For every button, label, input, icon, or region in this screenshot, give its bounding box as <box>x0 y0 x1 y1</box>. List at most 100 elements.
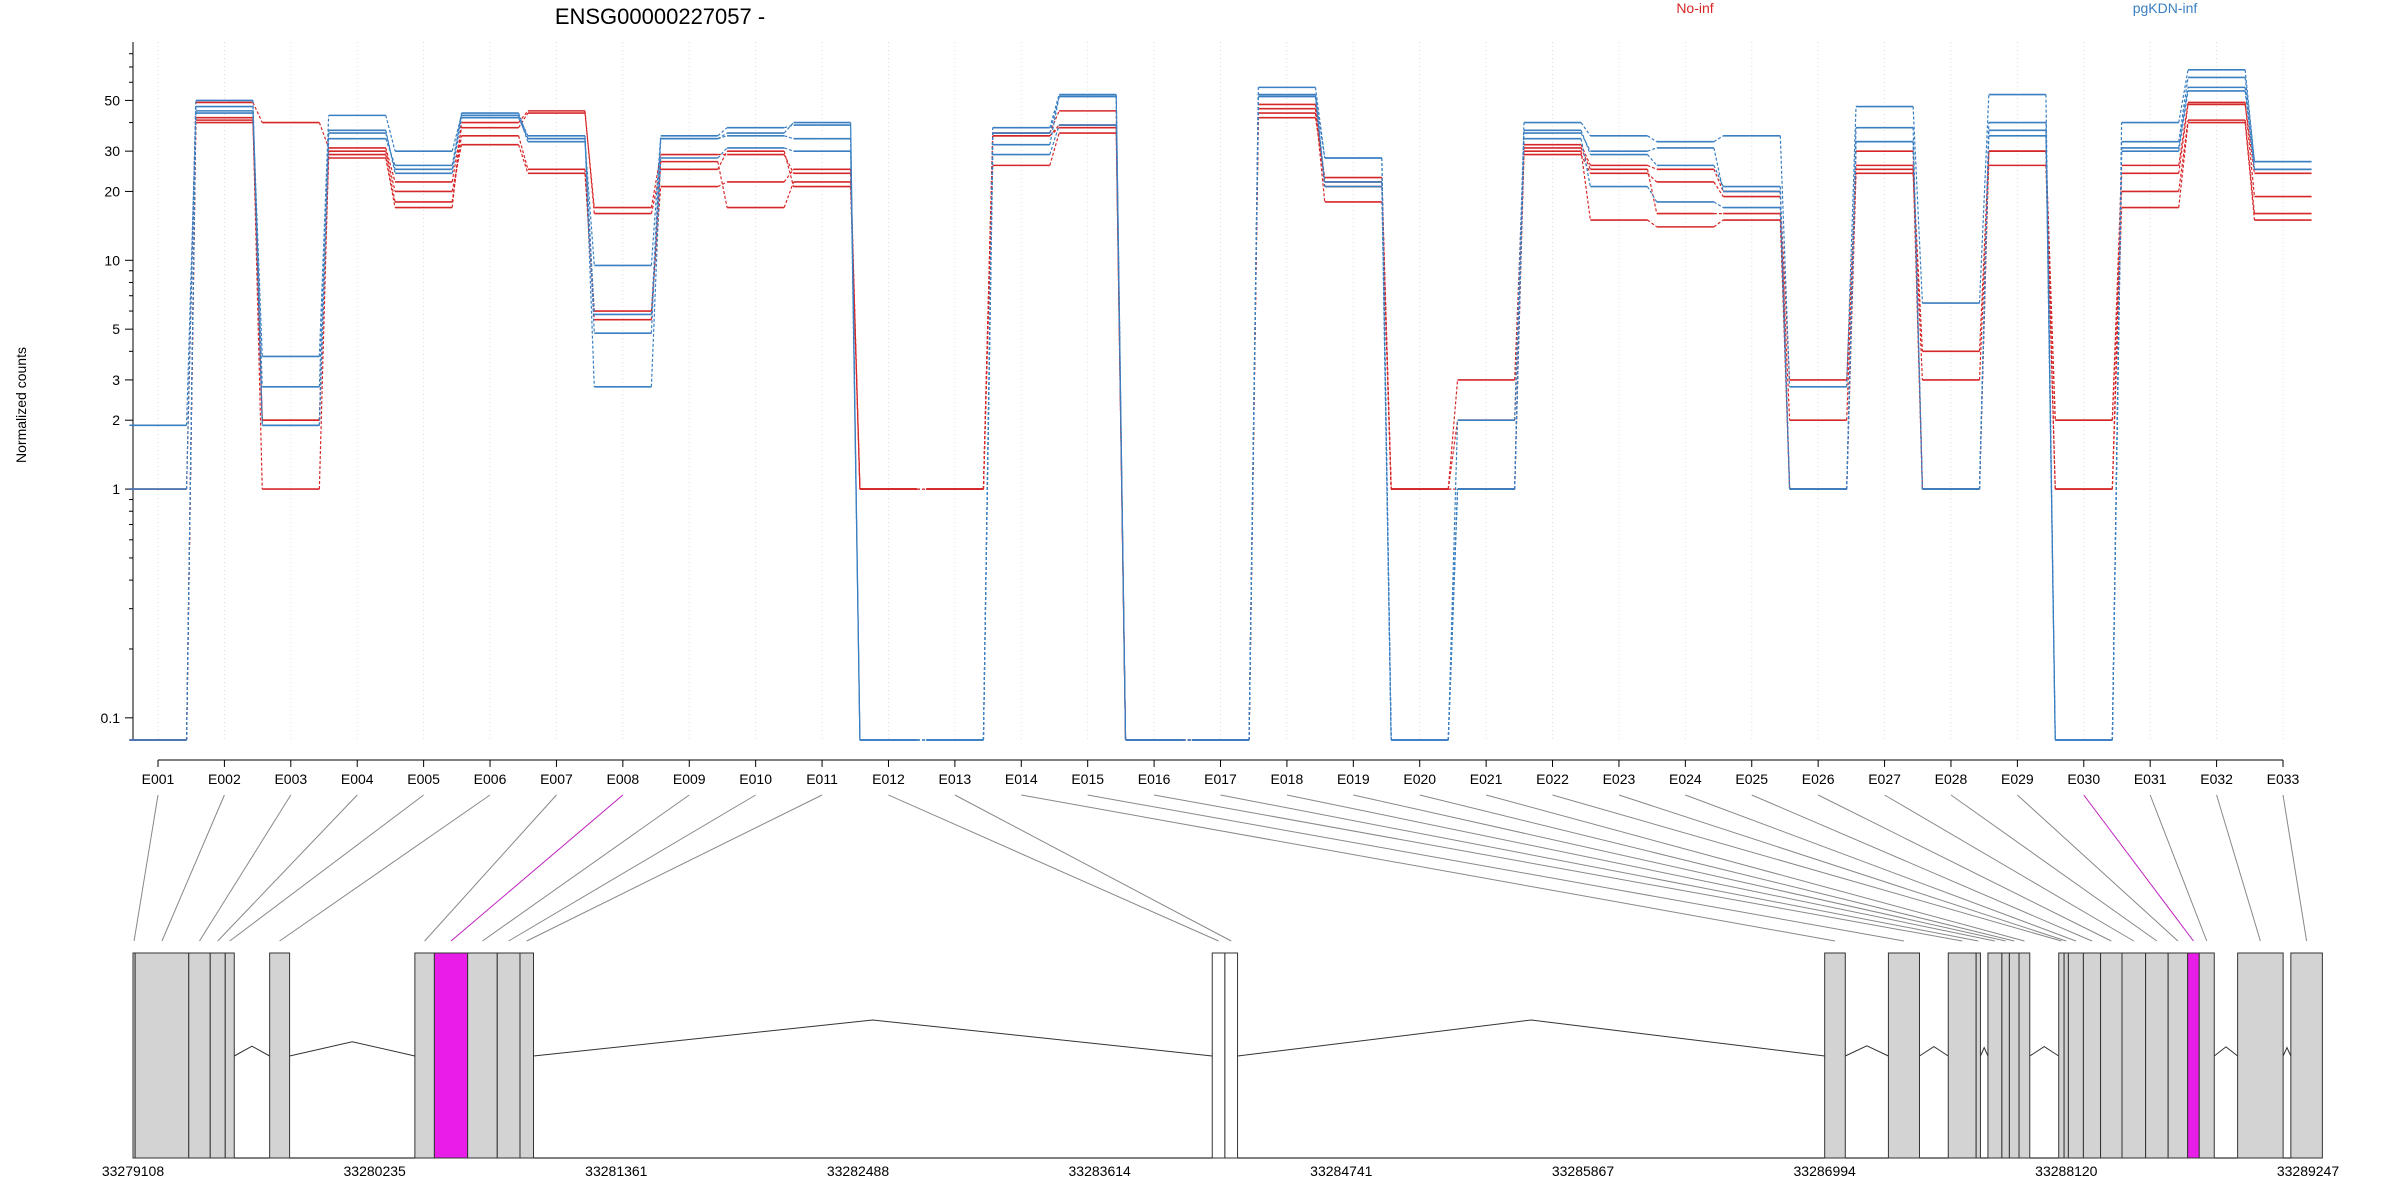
x-tick-label: E014 <box>1005 771 1038 787</box>
series-connector <box>1978 151 1990 352</box>
series-connector <box>1846 106 1857 387</box>
exon-E017 <box>1975 952 1981 1159</box>
x-tick-label: E016 <box>1138 771 1171 787</box>
exon-E024 <box>2067 952 2084 1159</box>
series-connector <box>2045 135 2056 741</box>
exon-E025 <box>2082 952 2102 1159</box>
exon-E006 <box>269 952 291 1159</box>
connector-E005 <box>229 794 424 942</box>
series-connector <box>1447 489 1459 741</box>
exon-E009 <box>467 952 498 1159</box>
series-connector <box>1912 173 1924 380</box>
x-tick-label: E020 <box>1403 771 1436 787</box>
series-connector <box>1779 135 1791 387</box>
y-tick-label: 30 <box>104 143 120 159</box>
x-tick-label: E006 <box>474 771 507 787</box>
connector-E013 <box>954 794 1232 942</box>
series-connector <box>1646 186 1658 203</box>
connector-E006 <box>279 794 491 942</box>
connector-E012 <box>888 794 1219 942</box>
chart-title: ENSG00000227057 - <box>555 4 765 29</box>
series-connector <box>2178 77 2189 142</box>
exon-connectors <box>133 794 2308 942</box>
coordinate-label: 33280235 <box>344 1163 407 1179</box>
series-connector <box>982 133 994 741</box>
series-connector <box>717 147 728 159</box>
series-connector <box>584 138 595 315</box>
series-connector <box>451 113 463 170</box>
series-connector <box>2244 122 2256 221</box>
connector-E019 <box>1353 794 2006 942</box>
connector-E020 <box>1419 794 2015 942</box>
coordinate-label: 33288120 <box>2035 1163 2098 1179</box>
x-tick-label: E017 <box>1204 771 1237 787</box>
coordinate-label: 33286994 <box>1794 1163 1857 1179</box>
exon-E003 <box>188 952 211 1159</box>
series-connector <box>1049 124 1060 155</box>
connector-E007 <box>424 794 557 942</box>
x-tick-label: E009 <box>673 771 706 787</box>
series-connector <box>717 150 728 170</box>
intron-line <box>289 1041 415 1057</box>
series-connector <box>584 110 595 214</box>
series-connector <box>1514 133 1525 490</box>
series-connector <box>1049 110 1060 134</box>
series-connector <box>850 169 861 490</box>
connector-E008 <box>450 794 624 942</box>
x-tick-label: E005 <box>407 771 440 787</box>
series-connector <box>584 173 595 312</box>
coordinate-label: 33285867 <box>1552 1163 1615 1179</box>
series-connector <box>584 135 595 387</box>
series-connector <box>2178 87 2189 148</box>
series-connector <box>1912 141 1924 490</box>
connector-E018 <box>1286 794 1996 942</box>
intron-line <box>1237 1019 1825 1057</box>
series-connector <box>385 154 396 203</box>
series-pgKDN-inf <box>129 76 2312 741</box>
connector-E016 <box>1154 794 1963 942</box>
x-tick-label: E021 <box>1470 771 1503 787</box>
exon-E027 <box>2121 952 2147 1159</box>
series-connector <box>451 144 463 192</box>
series-connector <box>1713 201 1724 209</box>
connector-E029 <box>2017 794 2179 942</box>
series-connector <box>1647 135 1658 143</box>
connector-E002 <box>161 794 225 942</box>
exon-E026 <box>2100 952 2123 1159</box>
series-connector <box>2244 90 2256 170</box>
axes: 0.1 1 2 3 5 10 20 30 50 E001 E002 E003 E004 E005 E006 E… <box>101 42 2300 787</box>
series-connector <box>1978 165 1990 380</box>
series-connector <box>1713 135 1724 143</box>
series-connector <box>783 150 795 187</box>
series-connector <box>385 151 396 192</box>
connector-E031 <box>2149 794 2208 942</box>
series-connector <box>518 144 529 174</box>
series-connector <box>1713 147 1724 192</box>
exon-E002 <box>134 952 190 1159</box>
exon-E028 <box>2145 952 2169 1159</box>
series-connector <box>1713 181 1724 197</box>
grid-lines <box>157 42 2284 740</box>
x-tick-label: E032 <box>2200 771 2233 787</box>
series-connector <box>1248 94 1259 741</box>
series-connector <box>518 112 529 128</box>
series-connector <box>784 147 794 152</box>
x-tick-label: E008 <box>606 771 639 787</box>
series-connector <box>518 115 529 137</box>
series-connector <box>1580 147 1591 170</box>
series-connector <box>385 147 396 183</box>
connector-E030 <box>2083 794 2194 942</box>
exon-E016 <box>1947 952 1977 1159</box>
coordinate-label: 33282488 <box>827 1163 890 1179</box>
x-tick-label: E030 <box>2067 771 2100 787</box>
x-tick-label: E018 <box>1271 771 1304 787</box>
series-connector <box>1049 96 1060 134</box>
coordinate-label: 33284741 <box>1310 1163 1373 1179</box>
intron-line <box>1979 1046 1989 1057</box>
series-connector <box>717 161 728 208</box>
series-connector <box>2244 104 2256 174</box>
x-tick-label: E033 <box>2267 771 2300 787</box>
connector-E015 <box>1087 794 1905 942</box>
series-connector <box>1049 94 1060 128</box>
series-connector <box>783 181 795 208</box>
